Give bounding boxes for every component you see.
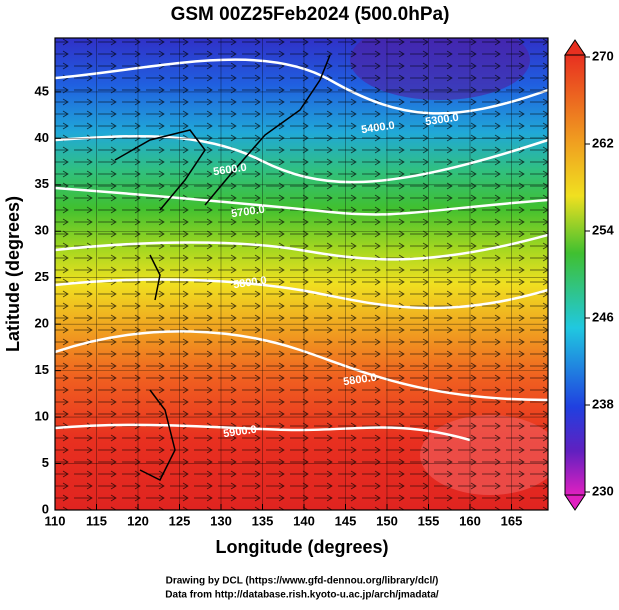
x-tick-label: 115 xyxy=(86,513,107,528)
colorbar-tick-label: 262 xyxy=(592,135,614,150)
contour-label: 5400.0 xyxy=(360,120,395,137)
x-tick-label: 145 xyxy=(335,513,357,528)
y-tick-label: 15 xyxy=(35,362,49,377)
colorbar-max-arrow xyxy=(564,39,586,56)
x-tick-label: 120 xyxy=(127,513,149,528)
streamlines xyxy=(55,38,548,510)
contour-label: 5800.0 xyxy=(232,275,267,292)
colorbar-tick-label: 238 xyxy=(592,396,614,411)
y-axis-label: Latitude (degrees) xyxy=(3,196,23,352)
colorbar-tick-label: 246 xyxy=(592,309,614,324)
x-tick-label: 165 xyxy=(501,513,523,528)
x-axis-label: Longitude (degrees) xyxy=(215,537,388,557)
plot-frame xyxy=(54,37,549,511)
contour-label: 5800.0 xyxy=(342,372,377,389)
chart-title: GSM 00Z25Feb2024 (500.0hPa) xyxy=(171,4,450,25)
y-tick-label: 35 xyxy=(35,176,49,191)
x-tick-label: 140 xyxy=(293,513,315,528)
colorbar-tick-label: 254 xyxy=(592,222,614,237)
x-tick-label: 125 xyxy=(169,513,191,528)
y-tick-label: 25 xyxy=(35,269,49,284)
colorbar: 230 238 246 254 262 270 xyxy=(564,39,614,511)
x-tick-label: 160 xyxy=(459,513,481,528)
footer-line: Data from http://database.rish.kyoto-u.a… xyxy=(165,590,439,601)
colorbar-tick-label: 230 xyxy=(592,483,614,498)
y-tick-label: 20 xyxy=(35,316,49,331)
colorbar-min-arrow xyxy=(564,494,586,511)
x-tick-label: 110 xyxy=(45,513,66,528)
footer-line: Drawing by DCL (https://www.gfd-dennou.o… xyxy=(166,576,439,587)
colorbar-body xyxy=(564,54,586,496)
y-tick-label: 30 xyxy=(35,223,49,238)
y-tick-label: 45 xyxy=(35,83,49,98)
x-tick-label: 150 xyxy=(376,513,398,528)
contour-label: 5300.0 xyxy=(424,112,459,129)
x-tick-label: 130 xyxy=(210,513,232,528)
plot-area: 5300.0 5400.0 5600.0 5700.0 5800.0 5800.0 5900… xyxy=(55,38,548,510)
contour-label: 5900.0 xyxy=(222,424,257,441)
contour-label: 5600.0 xyxy=(212,162,247,179)
contour-label: 5700.0 xyxy=(230,204,265,221)
contours xyxy=(55,58,548,442)
x-tick-label: 135 xyxy=(252,513,274,528)
y-tick-label: 10 xyxy=(35,409,49,424)
y-tick-label: 40 xyxy=(35,130,49,145)
y-tick-label: 0 xyxy=(42,501,49,516)
colorbar-tick-label: 270 xyxy=(592,48,614,63)
x-tick-label: 155 xyxy=(418,513,440,528)
y-tick-label: 5 xyxy=(42,455,49,470)
